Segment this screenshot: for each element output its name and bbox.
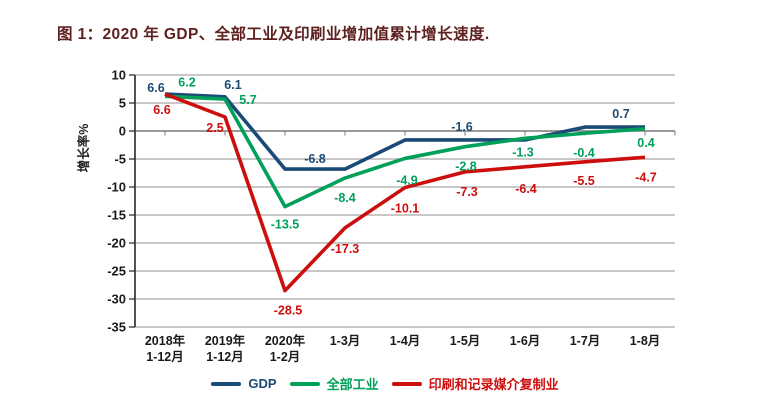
x-category-label: 1-6月 bbox=[510, 334, 541, 348]
x-category-label: 1-7月 bbox=[570, 334, 601, 348]
x-category-label: 2020年 1-2月 bbox=[265, 333, 306, 364]
data-point-label: 2.5 bbox=[206, 121, 223, 135]
x-category-label: 1-4月 bbox=[390, 334, 421, 348]
data-point-label: -2.8 bbox=[455, 160, 477, 174]
x-category-label: 1-5月 bbox=[450, 334, 481, 348]
legend-label: 印刷和记录媒介复制业 bbox=[428, 377, 559, 392]
series-line-GDP bbox=[164, 92, 645, 171]
y-tick-label: -25 bbox=[107, 264, 126, 279]
chart-legend: GDP 全部工业 印刷和记录媒介复制业 bbox=[0, 374, 770, 393]
line-chart: 10 5 0 -5 -10 -15 -20 -25 -30 -35 增长率% 2018年 1-12月 20… bbox=[76, 68, 676, 364]
data-point-label: -5.5 bbox=[573, 174, 595, 188]
data-point-label: 6.1 bbox=[224, 78, 241, 92]
legend-item: 印刷和记录媒介复制业 bbox=[391, 374, 559, 393]
legend-item: 全部工业 bbox=[289, 374, 379, 393]
legend-label: GDP bbox=[248, 376, 277, 391]
data-point-label: -1.6 bbox=[451, 120, 473, 134]
y-tick-label: -5 bbox=[114, 152, 126, 167]
y-axis-title: 增长率% bbox=[76, 124, 91, 173]
data-point-label: 6.2 bbox=[178, 75, 195, 89]
y-tick-label: 0 bbox=[119, 124, 126, 139]
x-category-label: 1-8月 bbox=[630, 334, 661, 348]
series-line-印刷和记录媒介复制业 bbox=[164, 92, 646, 293]
data-point-label: -13.5 bbox=[271, 218, 300, 232]
data-point-label: -6.4 bbox=[515, 182, 537, 196]
y-tick-label: -15 bbox=[107, 208, 126, 223]
x-category-label: 2018年 1-12月 bbox=[145, 333, 186, 364]
data-point-label: -17.3 bbox=[331, 242, 360, 256]
data-point-label: 6.6 bbox=[153, 103, 170, 117]
data-point-label: -7.3 bbox=[456, 185, 478, 199]
figure-title: 图 1：2020 年 GDP、全部工业及印刷业增加值累计增长速度. bbox=[57, 26, 490, 43]
y-tick-label: -20 bbox=[107, 236, 126, 251]
data-point-label: -28.5 bbox=[274, 304, 303, 318]
data-point-label: 6.6 bbox=[147, 81, 164, 95]
data-point-label: -4.9 bbox=[396, 173, 418, 187]
legend-label: 全部工业 bbox=[326, 377, 379, 392]
data-point-label: -4.7 bbox=[635, 170, 657, 184]
x-category-label: 2019年 1-12月 bbox=[205, 333, 246, 364]
y-tick-label: 5 bbox=[119, 96, 126, 111]
series-line-全部工业 bbox=[164, 94, 646, 209]
data-point-label: -10.1 bbox=[391, 202, 420, 216]
data-point-label: -8.4 bbox=[334, 191, 356, 205]
y-tick-label: -10 bbox=[107, 180, 126, 195]
y-tick-label: 10 bbox=[112, 68, 126, 83]
data-point-label: -1.3 bbox=[512, 145, 534, 159]
legend-line-swatch-icon bbox=[289, 381, 320, 386]
x-category-label: 1-3月 bbox=[330, 334, 361, 348]
legend-item: GDP bbox=[211, 376, 277, 391]
data-point-label: 5.7 bbox=[239, 93, 256, 107]
data-point-label: -0.4 bbox=[573, 146, 595, 160]
data-point-label: -6.8 bbox=[304, 152, 326, 166]
data-point-label: 0.4 bbox=[637, 136, 654, 150]
y-tick-label: -35 bbox=[107, 320, 126, 335]
legend-line-swatch-icon bbox=[391, 381, 422, 386]
legend-line-swatch-icon bbox=[211, 381, 242, 386]
y-tick-label: -30 bbox=[107, 292, 126, 307]
data-point-label: 0.7 bbox=[612, 107, 629, 121]
